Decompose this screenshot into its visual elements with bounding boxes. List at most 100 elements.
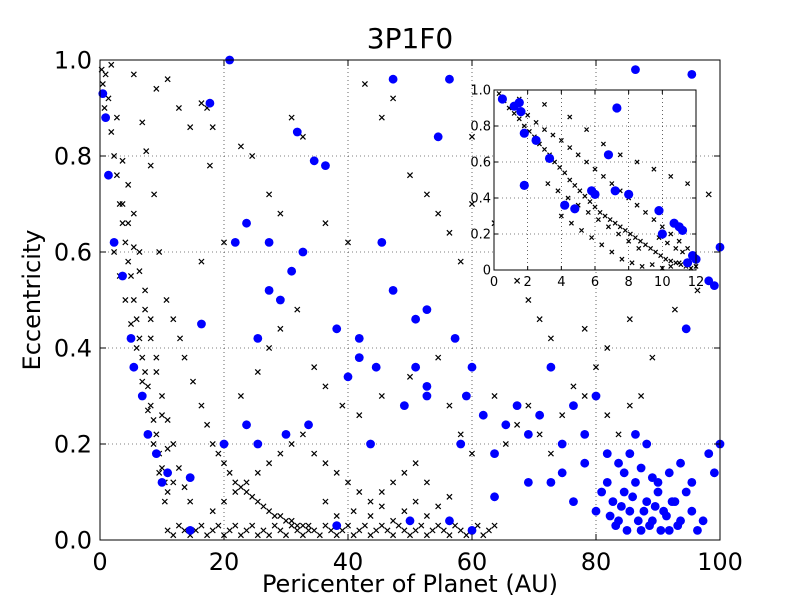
dot-marker [636, 526, 646, 535]
dot-marker [519, 128, 529, 138]
cross-marker [547, 335, 554, 342]
cross-marker [668, 173, 674, 179]
y-tick-label: 0.6 [470, 156, 491, 171]
dot-marker [608, 497, 618, 506]
cross-marker [651, 217, 657, 223]
dot-marker [461, 391, 471, 401]
cross-marker [254, 498, 261, 505]
main-cross-markers [98, 61, 712, 539]
dot-marker [309, 156, 319, 166]
dot-marker [490, 449, 499, 458]
dot-marker [478, 410, 488, 420]
cross-marker [468, 450, 476, 457]
y-tick-label: 0.8 [470, 120, 491, 135]
dot-marker [709, 281, 719, 290]
cross-marker [271, 522, 278, 529]
cross-marker [521, 123, 527, 129]
cross-marker [595, 217, 601, 223]
cross-marker [209, 124, 216, 131]
cross-marker [541, 101, 548, 107]
cross-marker [153, 431, 160, 438]
cross-marker [605, 224, 611, 230]
cross-marker [676, 260, 682, 266]
cross-marker [119, 200, 126, 208]
cross-marker [101, 104, 108, 112]
cross-marker [266, 191, 273, 198]
cross-marker [139, 119, 146, 126]
cross-marker [204, 421, 211, 428]
cross-marker [485, 527, 492, 534]
x-tick-label: 80 [581, 548, 612, 576]
cross-marker [609, 249, 615, 255]
cross-marker [418, 522, 425, 529]
cross-marker [637, 238, 643, 244]
dot-marker [523, 430, 533, 439]
cross-marker [572, 182, 578, 188]
cross-marker [164, 527, 171, 534]
cross-marker [536, 431, 543, 438]
cross-marker [406, 373, 414, 380]
cross-marker [125, 220, 132, 227]
cross-marker [626, 238, 632, 244]
dot-marker [625, 449, 635, 458]
x-tick-label: 6 [591, 275, 599, 290]
cross-marker [541, 146, 548, 152]
dot-marker [98, 89, 108, 98]
dot-marker [687, 506, 697, 516]
dot-marker [118, 271, 127, 281]
cross-marker [356, 488, 363, 496]
cross-marker [147, 316, 154, 323]
cross-marker [651, 166, 657, 172]
dot-marker [662, 511, 671, 521]
cross-marker [604, 344, 611, 352]
cross-marker [367, 532, 374, 539]
dot-marker [253, 334, 263, 343]
cross-marker [373, 527, 380, 534]
cross-marker [288, 522, 295, 529]
cross-marker [299, 522, 306, 529]
cross-marker [226, 527, 233, 534]
dot-marker [642, 497, 652, 506]
dot-marker [605, 511, 615, 521]
dot-marker [693, 526, 702, 535]
cross-marker [587, 199, 593, 205]
cross-marker [642, 242, 649, 248]
cross-marker [220, 239, 228, 246]
dot-marker [603, 150, 614, 160]
y-axis-label: Eccentricity [18, 230, 46, 371]
dot-marker [514, 98, 524, 108]
cross-marker [316, 532, 323, 539]
x-tick-label: 2 [524, 275, 532, 290]
dot-marker [332, 324, 342, 334]
cross-marker [378, 114, 385, 121]
main-tick-marks [99, 59, 721, 541]
cross-marker [130, 210, 137, 217]
cross-marker [175, 104, 182, 112]
cross-marker [288, 517, 295, 524]
cross-marker [350, 532, 357, 539]
cross-marker [557, 164, 563, 170]
cross-marker [136, 335, 143, 342]
cross-marker [600, 141, 606, 147]
dot-marker [687, 70, 697, 79]
dot-marker [497, 94, 508, 104]
cross-marker [150, 440, 157, 448]
dot-marker [631, 65, 640, 74]
cross-marker [153, 354, 160, 361]
cross-marker [634, 202, 640, 208]
cross-marker [446, 402, 453, 409]
cross-marker [525, 296, 532, 304]
cross-marker [632, 235, 638, 241]
dot-marker [281, 430, 291, 439]
cross-marker [277, 527, 284, 534]
dot-marker [653, 487, 663, 497]
cross-marker [226, 469, 233, 476]
inset-dot-markers [497, 94, 701, 268]
cross-marker [108, 128, 115, 136]
cross-marker [209, 527, 216, 534]
cross-marker [648, 245, 654, 251]
cross-marker [412, 498, 419, 505]
dot-marker [557, 439, 567, 449]
x-tick-label: 100 [697, 548, 743, 576]
dot-marker [163, 468, 173, 478]
